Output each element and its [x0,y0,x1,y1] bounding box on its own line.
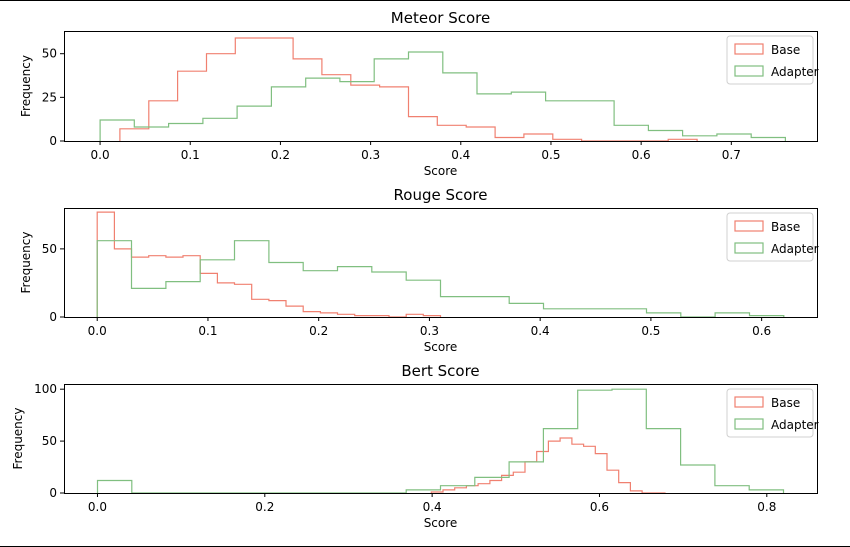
legend-label-adapter: Adapter [771,418,819,432]
x-tick-label: 0.5 [641,324,660,338]
legend-label-adapter: Adapter [771,65,819,79]
x-tick-label: 0.4 [451,148,470,162]
x-tick-label: 0.6 [752,324,771,338]
y-tick-label: 50 [42,242,57,256]
x-tick-label: 0.1 [198,324,217,338]
x-tick-label: 0.4 [531,324,550,338]
x-tick-label: 0.2 [255,500,274,514]
x-tick-label: 0.6 [632,148,651,162]
plot-frame [64,208,818,318]
histogram-series-adapter [96,388,785,494]
x-tick-label: 0.5 [541,148,560,162]
y-axis-label: Frequency [19,55,33,117]
legend-label-base: Base [771,396,800,410]
x-axis-label: Score [424,164,458,178]
legend-swatch-base [734,396,764,408]
y-tick-label: 100 [34,382,57,396]
x-tick-label: 0.6 [590,500,609,514]
legend-swatch-adapter [734,65,764,77]
x-tick-label: 0.8 [757,500,776,514]
histogram-series-adapter [99,51,786,141]
chart-title: Bert Score [401,362,479,380]
x-tick-label: 0.0 [88,500,107,514]
legend-swatch-base [734,220,764,232]
legend-box [726,35,814,85]
y-tick-label: 50 [42,47,57,61]
x-tick-label: 0.7 [722,148,741,162]
y-tick-label: 0 [49,134,57,148]
chart-panel-1: 0.0 0.1 0.2 0.3 0.4 0.5 0.6 0.7 0 25 50 Meteor Scor… [19,9,819,178]
x-axis-label: Score [424,516,458,530]
x-tick-label: 0.0 [88,324,107,338]
y-tick-label: 0 [49,486,57,500]
x-tick-label: 0.2 [309,324,328,338]
legend-swatch-adapter [734,242,764,254]
y-axis-label: Frequency [11,408,25,470]
histogram-series-base [96,211,442,318]
legend-swatch-base [734,43,764,55]
legend-label-base: Base [771,43,800,57]
y-axis-label: Frequency [19,232,33,294]
chart-title: Meteor Score [391,9,490,27]
histogram-series-base [119,37,698,142]
legend-label-adapter: Adapter [771,242,819,256]
x-tick-label: 0.4 [423,500,442,514]
x-tick-label: 0.2 [271,148,290,162]
plot-frame [64,384,818,494]
histogram-series-base [430,437,666,494]
y-tick-label: 0 [49,310,57,324]
x-axis-label: Score [424,340,458,354]
plot-frame [64,31,818,142]
y-tick-label: 50 [42,434,57,448]
y-tick-label: 25 [42,90,57,104]
chart-panel-3: 0.0 0.2 0.4 0.6 0.8 0 50 100 Bert Score Score Freq… [11,362,819,530]
legend-box [726,212,814,262]
x-tick-label: 0.1 [181,148,200,162]
histogram-series-adapter [96,240,785,318]
chart-panel-2: 0.0 0.1 0.2 0.3 0.4 0.5 0.6 0 50 Rouge Score Score… [19,186,819,354]
x-tick-label: 0.0 [91,148,110,162]
legend-label-base: Base [771,220,800,234]
chart-title: Rouge Score [394,186,488,204]
x-tick-label: 0.3 [361,148,380,162]
x-tick-label: 0.3 [420,324,439,338]
legend-swatch-adapter [734,418,764,430]
legend-box [726,388,814,438]
